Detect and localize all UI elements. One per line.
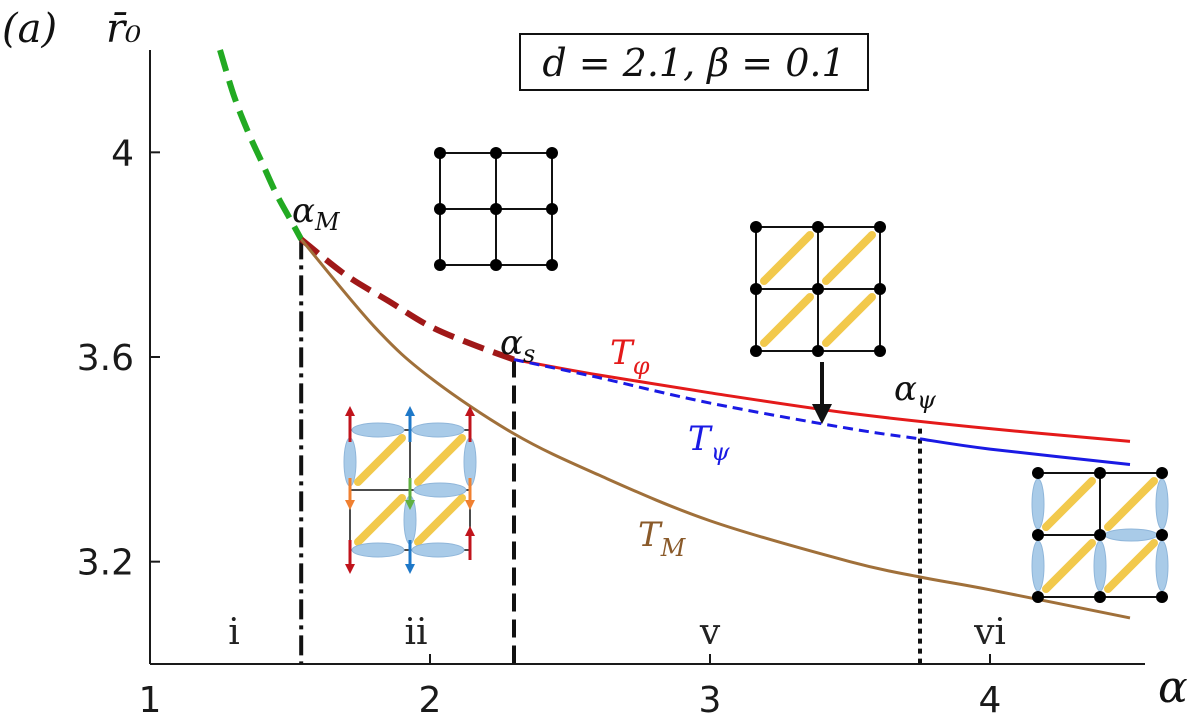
lattice-site (1156, 467, 1168, 479)
lattice-site (1156, 591, 1168, 603)
lattice-site (490, 203, 502, 215)
y-axis-label: r̄₀ (106, 6, 141, 52)
x-tick-label: 2 (419, 680, 442, 721)
lattice-site (812, 221, 824, 233)
series-line-T_M (300, 238, 1131, 620)
diagonal-bond (1104, 539, 1158, 593)
lattice-site (546, 259, 558, 271)
ellipse-dimer (351, 422, 405, 438)
ellipse-dimer (1031, 540, 1045, 592)
lattice-site (1094, 529, 1106, 541)
y-tick-label: 3.6 (77, 338, 134, 379)
lattice-site (490, 147, 502, 159)
alpha-s-label: αs (500, 323, 535, 368)
diagonal-bond (414, 434, 466, 486)
lattice-site (874, 345, 886, 357)
spin-arrowhead (405, 500, 415, 510)
spin-arrowhead (465, 500, 475, 510)
spin-arrowhead (405, 406, 415, 416)
diagonal-bond (1104, 477, 1158, 531)
spin-arrowhead (345, 500, 355, 510)
ellipse-dimer (1155, 478, 1169, 530)
diagonal-bond (414, 494, 466, 546)
lattice-site (434, 147, 446, 159)
series-line-T_φ (513, 358, 1131, 443)
T-M-label: TM (638, 515, 687, 562)
lattice-site (874, 221, 886, 233)
lattice-site (812, 345, 824, 357)
diagonal-bond (354, 494, 406, 546)
inset-diagonal-bond-lattice (750, 221, 886, 357)
x-tick-label: 1 (139, 680, 162, 721)
diagonal-bond (822, 293, 876, 347)
region-label: i (228, 612, 240, 653)
lattice-site (874, 283, 886, 295)
lattice-site (490, 259, 502, 271)
series-line-green-dashed (217, 49, 304, 241)
spin-arrowhead (465, 406, 475, 416)
series-line-T_ψ-solid (919, 437, 1131, 466)
diagonal-bond (1042, 539, 1096, 593)
lattice-site (750, 221, 762, 233)
y-tick-label: 4 (111, 133, 134, 174)
ellipse-dimer (411, 542, 465, 558)
lattice-site (546, 203, 558, 215)
series-line-T_ψ-dashed (513, 358, 921, 441)
lattice-site (434, 203, 446, 215)
lattice-site (1032, 529, 1044, 541)
pointer-arrowhead (812, 404, 832, 424)
ellipse-dimer (1031, 478, 1045, 530)
x-tick-label: 3 (699, 680, 722, 721)
y-tick-label: 3.2 (77, 543, 134, 584)
lattice-site (1032, 591, 1044, 603)
diagonal-bond (354, 434, 406, 486)
alpha-M-label: αM (292, 191, 341, 236)
x-tick-label: 4 (979, 680, 1002, 721)
panel-label: (a) (2, 6, 57, 52)
region-label: ii (404, 612, 427, 653)
lattice-site (750, 283, 762, 295)
diagonal-bond (1042, 477, 1096, 531)
region-label: vi (973, 612, 1006, 653)
lattice-site (546, 147, 558, 159)
spin-arrowhead (345, 406, 355, 416)
lattice-site (1156, 529, 1168, 541)
spin-arrowhead (465, 526, 475, 536)
ellipse-dimer (1093, 540, 1107, 592)
parameter-box: d = 2.1, β = 0.1 (542, 41, 845, 85)
inset-square-lattice (434, 147, 558, 271)
lattice-site (812, 283, 824, 295)
diagonal-bond (822, 231, 876, 285)
ellipse-dimer (1104, 528, 1158, 542)
lattice-site (1032, 467, 1044, 479)
spin-arrowhead (405, 564, 415, 574)
x-axis-label: α (1158, 662, 1188, 713)
ellipse-dimer (413, 482, 467, 498)
alpha-psi-label: αψ (894, 369, 937, 414)
lattice-site (750, 345, 762, 357)
ellipse-dimer (1155, 540, 1169, 592)
diagonal-bond (760, 293, 814, 347)
lattice-site (434, 259, 446, 271)
inset-spin-lattice (343, 406, 477, 574)
ellipse-dimer (411, 422, 465, 438)
series-line-darkred-dashed (299, 236, 516, 363)
lattice-site (1094, 467, 1106, 479)
ellipse-dimer (351, 542, 405, 558)
region-label: v (699, 612, 721, 653)
lattice-site (1094, 591, 1106, 603)
inset-ellipse-lattice (1031, 467, 1169, 603)
T-phi-label: Tφ (610, 333, 650, 380)
spin-arrowhead (345, 564, 355, 574)
T-psi-label: Tψ (688, 419, 731, 466)
diagonal-bond (760, 231, 814, 285)
parameter-box-frame (519, 33, 869, 91)
